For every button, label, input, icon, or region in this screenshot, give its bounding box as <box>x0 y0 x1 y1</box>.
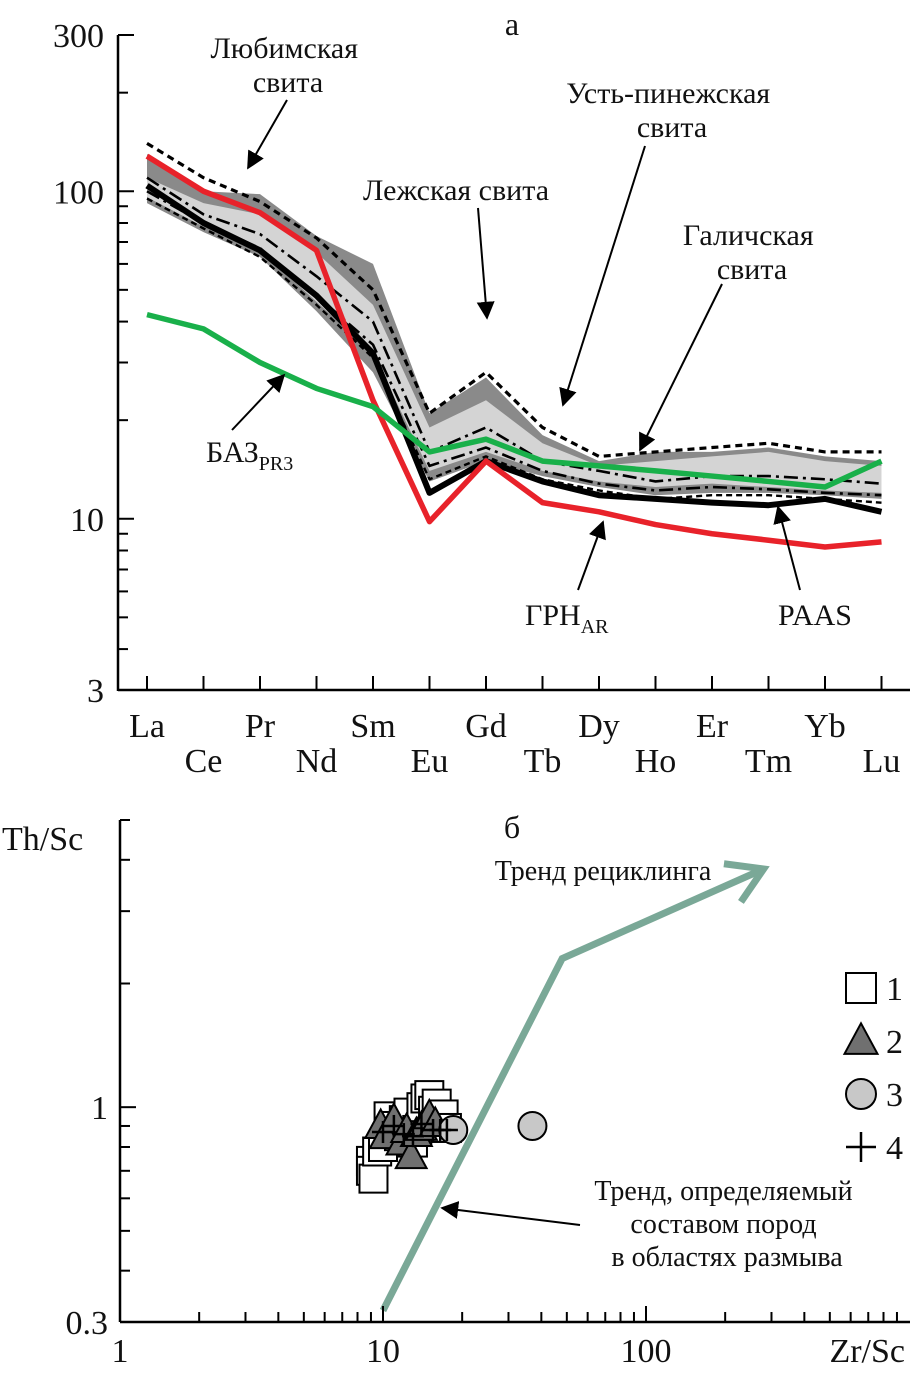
panel-a-axes <box>116 34 910 692</box>
point-plus <box>372 1121 394 1144</box>
panel-a-x-tick-labels: La Ce Pr Nd Sm Eu Gd Tb Dy Ho Er Tm Yb Lu <box>129 708 900 780</box>
y-tick-label: 100 <box>53 174 104 211</box>
y-tick-label: 300 <box>53 18 104 55</box>
legend-marker-plus <box>846 1132 876 1162</box>
series-line-3 <box>146 197 882 504</box>
x-tick-label: La <box>129 708 165 745</box>
annotation-lyubimskaya: Любимская свита <box>210 32 365 99</box>
panel-b-axes <box>118 819 910 1324</box>
x-tick-label: Yb <box>804 708 846 745</box>
panel-b-legend: 1 2 3 4 <box>842 971 903 1167</box>
legend-label: 1 <box>886 971 903 1008</box>
y-tick-label: 10 <box>70 502 104 539</box>
band-inner <box>147 177 882 493</box>
arrow-lezhskaya <box>476 207 495 320</box>
legend-marker-circle <box>845 1078 877 1110</box>
annotation-recycling-trend: Тренд рециклинга <box>495 856 712 887</box>
series-line-6 <box>146 311 883 490</box>
legend-label: 3 <box>886 1077 903 1114</box>
legend-label: 2 <box>886 1024 903 1061</box>
annotation-ust-pinezhskaya: Усть-пинежская свита <box>566 77 777 144</box>
y-tick-label: 0.3 <box>66 1305 109 1342</box>
panel-a-y-tick-labels: 300 100 10 3 <box>53 18 104 710</box>
arrow-lyubimskaya <box>247 99 288 170</box>
arrow-baz <box>231 373 286 431</box>
panel-a-label: а <box>505 6 519 42</box>
panel-a: а 300 100 10 3 La Ce Pr Nd Sm Eu Gd Tb Dy Ho Er Tm Yb Lu… <box>53 6 910 780</box>
x-tick-label: Eu <box>411 743 449 780</box>
annotation-paas: PAAS <box>778 599 852 632</box>
x-tick-label: 10 <box>366 1333 400 1370</box>
x-tick-label: Ce <box>185 743 223 780</box>
panel-a-annotations: Любимская свита Лежская свита Усть-пинеж… <box>206 32 852 638</box>
point-circle <box>517 1110 548 1141</box>
series-line-0 <box>146 142 882 459</box>
point-plus <box>401 1125 424 1148</box>
arrow-galichskaya <box>639 283 723 452</box>
x-tick-label: Pr <box>245 708 276 745</box>
arrow-grn <box>577 520 606 591</box>
y-tick-label: 3 <box>87 673 104 710</box>
series-line-1 <box>146 176 882 485</box>
annotation-source-trend: Тренд, определяемый составом пород в обл… <box>594 1176 859 1273</box>
trend-arrowhead <box>723 860 770 904</box>
series-line-5 <box>145 153 882 550</box>
point-square <box>358 1163 389 1194</box>
x-tick-label: Nd <box>296 743 338 780</box>
x-tick-label: Ho <box>635 743 677 780</box>
series-line-4 <box>145 183 883 515</box>
x-tick-label: Dy <box>578 708 620 745</box>
legend-marker-square <box>845 972 877 1004</box>
recycling-trend-line <box>379 860 770 1313</box>
x-tick-label: Sm <box>350 708 395 745</box>
point-plus <box>410 1113 433 1136</box>
panel-b-label: б <box>504 809 520 845</box>
x-tick-label: Tb <box>524 743 562 780</box>
panel-b-annotations: Тренд рециклинга Тренд, определяемый сос… <box>440 856 859 1273</box>
x-tick-label: Lu <box>863 743 901 780</box>
annotation-galichskaya: Галичская свита <box>683 219 821 286</box>
arrow-paas <box>773 505 801 591</box>
annotation-lezhskaya: Лежская свита <box>363 174 549 207</box>
x-tick-label: Tm <box>745 743 792 780</box>
point-triangle <box>394 1137 429 1170</box>
panel-b-ylabel: Th/Sc <box>2 821 83 858</box>
x-tick-label: Gd <box>465 708 507 745</box>
trend-line-0 <box>379 865 766 1313</box>
legend-label: 4 <box>886 1130 903 1167</box>
ree-series <box>145 142 883 550</box>
point-plus <box>435 1118 458 1141</box>
panel-b-points <box>355 1080 548 1194</box>
annotation-grn: ГРНAR <box>525 599 609 638</box>
arrow-source-trend <box>440 1201 581 1226</box>
x-tick-label: Er <box>696 708 729 745</box>
y-tick-label: 1 <box>91 1090 108 1127</box>
ree-band <box>147 153 882 499</box>
annotation-baz: БАЗPR3 <box>206 436 293 475</box>
panel-b-xlabel: Zr/Sc <box>829 1333 905 1370</box>
arrow-ust-pinezhskaya <box>559 145 646 407</box>
x-tick-label: 100 <box>621 1333 672 1370</box>
legend-marker-triangle <box>842 1021 880 1055</box>
point-plus <box>392 1123 415 1146</box>
x-tick-label: 1 <box>112 1333 129 1370</box>
